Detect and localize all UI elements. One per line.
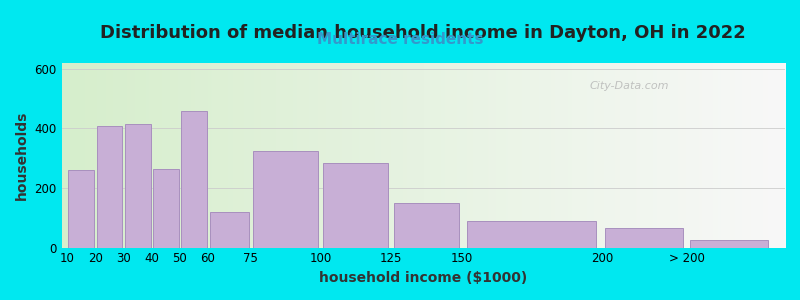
Text: Multirace residents: Multirace residents: [317, 32, 483, 46]
Bar: [323, 163, 388, 248]
Bar: [253, 151, 318, 248]
X-axis label: household income ($1000): household income ($1000): [319, 271, 527, 285]
Bar: [606, 228, 683, 248]
Bar: [467, 221, 597, 247]
Text: City-Data.com: City-Data.com: [590, 82, 669, 92]
Bar: [69, 170, 94, 248]
Title: Distribution of median household income in Dayton, OH in 2022: Distribution of median household income …: [101, 24, 746, 42]
Bar: [394, 203, 458, 248]
Bar: [210, 212, 249, 247]
Bar: [153, 169, 178, 248]
Bar: [690, 240, 767, 247]
Bar: [125, 124, 150, 248]
Bar: [97, 125, 122, 248]
Bar: [181, 111, 207, 248]
Y-axis label: households: households: [15, 111, 29, 200]
